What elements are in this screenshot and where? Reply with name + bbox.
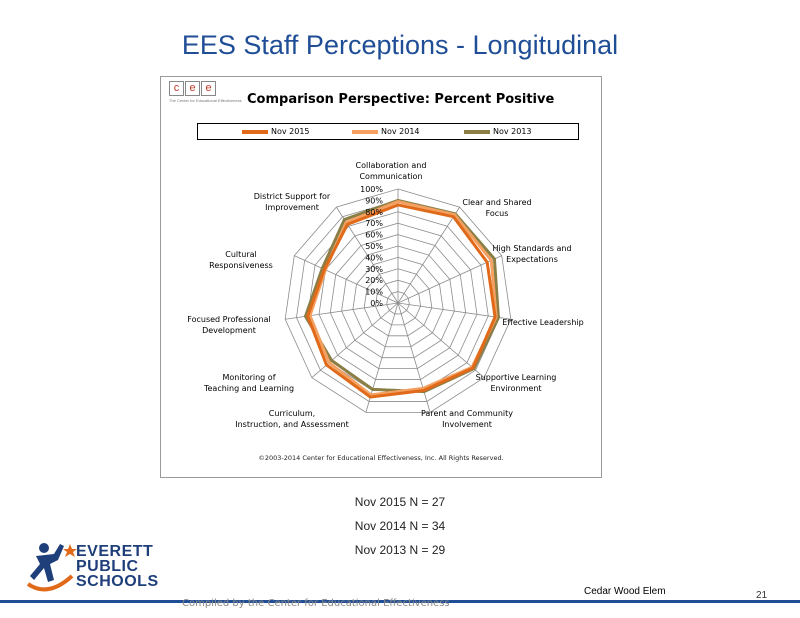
cee-logo-letter: e [185, 81, 200, 96]
cee-tagline: The Center for Educational Effectiveness [169, 98, 242, 103]
chart-legend: Nov 2015 Nov 2014 Nov 2013 [197, 123, 579, 140]
radial-tick-label: 20% [365, 276, 383, 285]
radial-tick-label: 90% [365, 196, 383, 205]
logo-text-line: SCHOOLS [76, 573, 159, 590]
footer-rule [0, 600, 800, 603]
radial-tick-label: 50% [365, 242, 383, 251]
n-count-2013: Nov 2013 N = 29 [354, 543, 446, 557]
axis-category-label: High Standards and Expectations [492, 244, 571, 264]
school-name: Cedar Wood Elem [584, 586, 666, 597]
legend-label: Nov 2014 [381, 127, 420, 136]
logo-text-line: PUBLIC [76, 558, 139, 575]
radar-gridline [375, 279, 421, 326]
legend-swatch [242, 129, 268, 134]
axis-category-label: Collaboration and Communication [356, 161, 427, 181]
cee-logo-letter: e [201, 81, 216, 96]
radial-tick-label: 80% [365, 208, 383, 217]
legend-item-nov-2013: Nov 2013 [464, 127, 532, 136]
legend-label: Nov 2013 [493, 127, 532, 136]
radial-tick-label: 60% [365, 231, 383, 240]
radar-gridline [329, 234, 467, 370]
radar-gridline [318, 222, 478, 380]
cee-logo-letter: c [169, 81, 184, 96]
legend-swatch [464, 129, 490, 134]
chart-title: Comparison Perspective: Percent Positive [247, 92, 555, 107]
radar-gridline [341, 245, 455, 359]
axis-category-label: Curriculum, Instruction, and Assessment [235, 409, 348, 429]
radial-tick-label: 100% [360, 185, 383, 194]
radar-spoke [397, 206, 460, 304]
radar-spoke [397, 302, 485, 378]
cee-logo: c e e The Center for Educational Effecti… [169, 81, 242, 107]
axis-category-label: Cultural Responsiveness [209, 250, 273, 270]
everett-public-schools-logo: EVERETT PUBLIC SCHOOLS [26, 540, 166, 600]
radar-chart-panel: c e e The Center for Educational Effecti… [160, 76, 602, 478]
logo-text-line: EVERETT [76, 543, 154, 560]
axis-category-label: Effective Leadership [502, 318, 583, 327]
radar-gridline [284, 188, 512, 413]
axis-category-label: Supportive Learning Environment [476, 373, 557, 393]
radial-tick-label: 40% [365, 253, 383, 262]
axis-category-label: Focused Professional Development [187, 315, 270, 335]
series-line [303, 198, 500, 394]
slide-title: EES Staff Perceptions - Longitudinal [181, 30, 619, 60]
radar-spoke [294, 255, 399, 304]
chart-copyright: ©2003-2014 Center for Educational Effect… [258, 454, 504, 462]
radial-tick-label: 0% [370, 299, 383, 308]
radial-tick-label: 10% [365, 288, 383, 297]
radar-gridline [363, 268, 433, 337]
series-line [306, 203, 497, 399]
radar-spoke [285, 302, 399, 320]
radar-gridline [386, 291, 410, 315]
legend-label: Nov 2015 [271, 127, 310, 136]
page-number: 21 [756, 590, 768, 601]
radar-spoke [397, 302, 431, 413]
n-count-2015: Nov 2015 N = 27 [354, 495, 446, 509]
radar-gridline [352, 256, 444, 348]
axis-category-label: Parent and Community Involvement [421, 409, 513, 429]
runner-figure-icon [26, 543, 77, 592]
axis-category-label: Monitoring of Teaching and Learning [203, 373, 294, 393]
radial-tick-label: 70% [365, 219, 383, 228]
radar-plot: 0% 10% 20% 30% 40% 50% 60% 70% 80% 90% 100% Collabo… [187, 161, 583, 429]
legend-item-nov-2015: Nov 2015 [242, 127, 310, 136]
n-count-2014: Nov 2014 N = 34 [354, 519, 446, 533]
compiled-by-note: Compiled by the Center for Educational E… [182, 598, 450, 609]
axis-category-label: District Support for Improvement [254, 192, 331, 212]
axis-category-label: Clear and Shared Focus [462, 198, 531, 218]
legend-item-nov-2014: Nov 2014 [352, 127, 420, 136]
legend-swatch [352, 129, 378, 134]
radial-tick-label: 30% [365, 265, 383, 274]
radar-spoke [397, 302, 511, 320]
radar-spoke [397, 255, 502, 304]
